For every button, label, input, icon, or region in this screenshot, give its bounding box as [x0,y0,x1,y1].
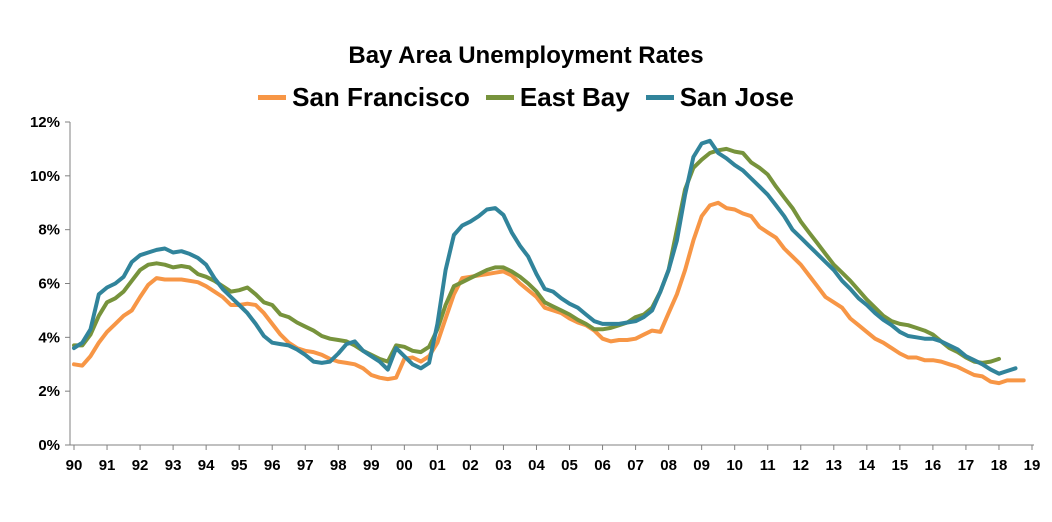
x-tick-label: 95 [231,457,248,474]
x-tick-label: 15 [892,457,909,474]
legend-item-san-francisco: San Francisco [258,82,470,113]
x-tick-label: 03 [495,457,512,474]
x-tick-label: 00 [396,457,413,474]
series-line-san-francisco [72,200,1026,386]
x-tick-label: 17 [958,457,975,474]
y-tick-label: 0% [38,437,60,454]
legend-item-east-bay: East Bay [485,82,630,113]
x-tick-label: 97 [297,457,314,474]
x-tick-label: 04 [528,457,545,474]
y-tick-label: 4% [38,329,60,346]
x-tick-label: 99 [363,457,380,474]
x-tick-label: 12 [792,457,809,474]
x-tick-label: 07 [627,457,644,474]
x-tick-label: 16 [925,457,942,474]
legend-label-san-francisco: San Francisco [292,82,470,112]
x-tick-label: 06 [594,457,611,474]
x-tick-label: 93 [165,457,182,474]
y-tick-label: 6% [38,276,60,293]
x-tick-label: 19 [1024,457,1041,474]
x-tick-label: 14 [858,457,875,474]
y-tick-label: 2% [38,383,60,400]
y-tick-label: 8% [38,222,60,239]
x-tick-label: 92 [132,457,149,474]
x-tick-label: 09 [693,457,710,474]
legend-swatch-san-francisco [258,95,287,100]
legend-swatch-east-bay [485,95,514,100]
series-line-east-bay [72,146,1001,365]
x-tick-label: 94 [198,457,215,474]
chart-legend: San Francisco East Bay San Jose [0,82,1052,113]
x-tick-label: 13 [825,457,842,474]
x-tick-label: 91 [99,457,116,474]
y-tick-label: 10% [30,168,60,185]
x-tick-label: 08 [660,457,677,474]
x-tick-label: 10 [726,457,743,474]
legend-item-san-jose: San Jose [645,82,794,113]
x-tick-label: 18 [991,457,1008,474]
x-tick-label: 05 [561,457,578,474]
x-tick-label: 02 [462,457,479,474]
x-tick-label: 98 [330,457,347,474]
x-tick-label: 11 [760,457,776,474]
series-line-san-jose [72,138,1018,376]
x-tick-label: 96 [264,457,281,474]
chart-title: Bay Area Unemployment Rates [348,42,704,69]
legend-label-east-bay: East Bay [519,82,630,112]
x-tick-label: 01 [429,457,446,474]
y-tick-label: 12% [30,114,60,131]
legend-label-san-jose: San Jose [679,82,794,112]
legend-swatch-san-jose [645,95,674,100]
x-tick-label: 90 [66,457,83,474]
